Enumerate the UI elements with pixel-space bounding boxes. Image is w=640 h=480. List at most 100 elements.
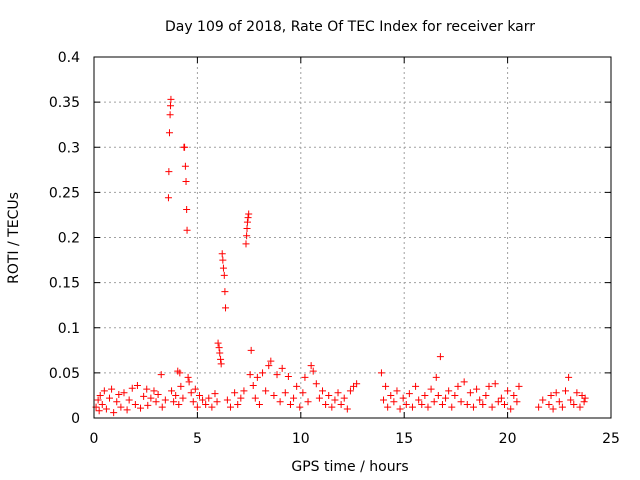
data-point: [217, 355, 225, 363]
data-point: [222, 304, 230, 312]
data-point: [307, 362, 315, 370]
data-point: [415, 396, 423, 404]
data-point: [175, 400, 183, 408]
data-point: [284, 372, 292, 380]
data-point: [128, 384, 136, 392]
data-point: [408, 403, 416, 411]
data-point: [296, 403, 304, 411]
data-point: [237, 394, 245, 402]
data-point: [412, 382, 420, 390]
data-point: [309, 367, 317, 375]
data-point: [473, 385, 481, 393]
data-point: [219, 256, 227, 264]
data-point: [106, 394, 114, 402]
data-point: [377, 369, 385, 377]
data-point: [515, 382, 523, 390]
data-point: [184, 373, 192, 381]
data-point: [181, 143, 189, 151]
data-point: [469, 403, 477, 411]
data-point: [170, 398, 178, 406]
data-point: [255, 400, 263, 408]
data-point: [117, 403, 125, 411]
data-point: [144, 401, 152, 409]
x-tick-label: 25: [602, 431, 620, 447]
data-point: [234, 400, 242, 408]
data-point: [457, 398, 465, 406]
data-point: [353, 380, 361, 388]
data-point: [580, 398, 588, 406]
data-point: [131, 400, 139, 408]
data-point: [249, 382, 257, 390]
data-point: [304, 398, 312, 406]
data-point: [276, 398, 284, 406]
y-tick-label: 0.35: [49, 95, 80, 111]
data-point: [98, 400, 106, 408]
data-point: [95, 407, 103, 415]
data-point: [213, 398, 221, 406]
data-point: [513, 398, 521, 406]
points-layer: [92, 95, 589, 417]
data-point: [301, 373, 309, 381]
data-point: [445, 387, 453, 395]
data-point: [172, 391, 180, 399]
data-point: [500, 400, 508, 408]
data-point: [315, 394, 323, 402]
data-point: [243, 224, 251, 232]
data-point: [253, 373, 261, 381]
data-point: [154, 391, 162, 399]
data-point: [438, 400, 446, 408]
data-point: [152, 398, 160, 406]
data-point: [251, 394, 259, 402]
data-point: [259, 369, 267, 377]
data-point: [223, 396, 231, 404]
data-point: [427, 385, 435, 393]
data-point: [434, 391, 442, 399]
data-point: [110, 409, 118, 417]
data-point: [460, 378, 468, 386]
data-point: [402, 400, 410, 408]
data-point: [179, 394, 187, 402]
data-point: [220, 271, 228, 279]
data-point: [202, 400, 210, 408]
data-point: [247, 346, 255, 354]
data-point: [96, 391, 104, 399]
data-point: [242, 240, 250, 248]
data-point: [343, 405, 351, 413]
data-point: [322, 400, 330, 408]
data-point: [125, 396, 133, 404]
data-point: [243, 232, 251, 240]
chart-title: Day 109 of 2018, Rate Of TEC Index for r…: [165, 19, 535, 35]
data-point: [325, 391, 333, 399]
data-point: [328, 403, 336, 411]
data-point: [168, 387, 176, 395]
data-point: [290, 394, 298, 402]
data-point: [226, 403, 234, 411]
data-point: [436, 353, 444, 361]
data-point: [181, 162, 189, 170]
data-point: [221, 288, 229, 296]
data-point: [219, 264, 227, 272]
data-point: [384, 403, 392, 411]
data-point: [278, 364, 286, 372]
data-point: [161, 396, 169, 404]
data-point: [195, 391, 203, 399]
data-point: [267, 357, 275, 365]
data-point: [167, 95, 175, 103]
data-point: [265, 362, 273, 370]
data-point: [482, 391, 490, 399]
data-point: [396, 405, 404, 413]
y-tick-label: 0.1: [58, 321, 80, 337]
data-point: [539, 396, 547, 404]
data-point: [100, 387, 108, 395]
data-point: [120, 389, 128, 397]
data-point: [215, 344, 223, 352]
data-point: [504, 387, 512, 395]
data-point: [432, 373, 440, 381]
x-tick-label: 15: [395, 431, 413, 447]
data-point: [507, 405, 515, 413]
data-point: [451, 391, 459, 399]
data-point: [246, 371, 254, 379]
data-point: [558, 403, 566, 411]
data-point: [270, 391, 278, 399]
